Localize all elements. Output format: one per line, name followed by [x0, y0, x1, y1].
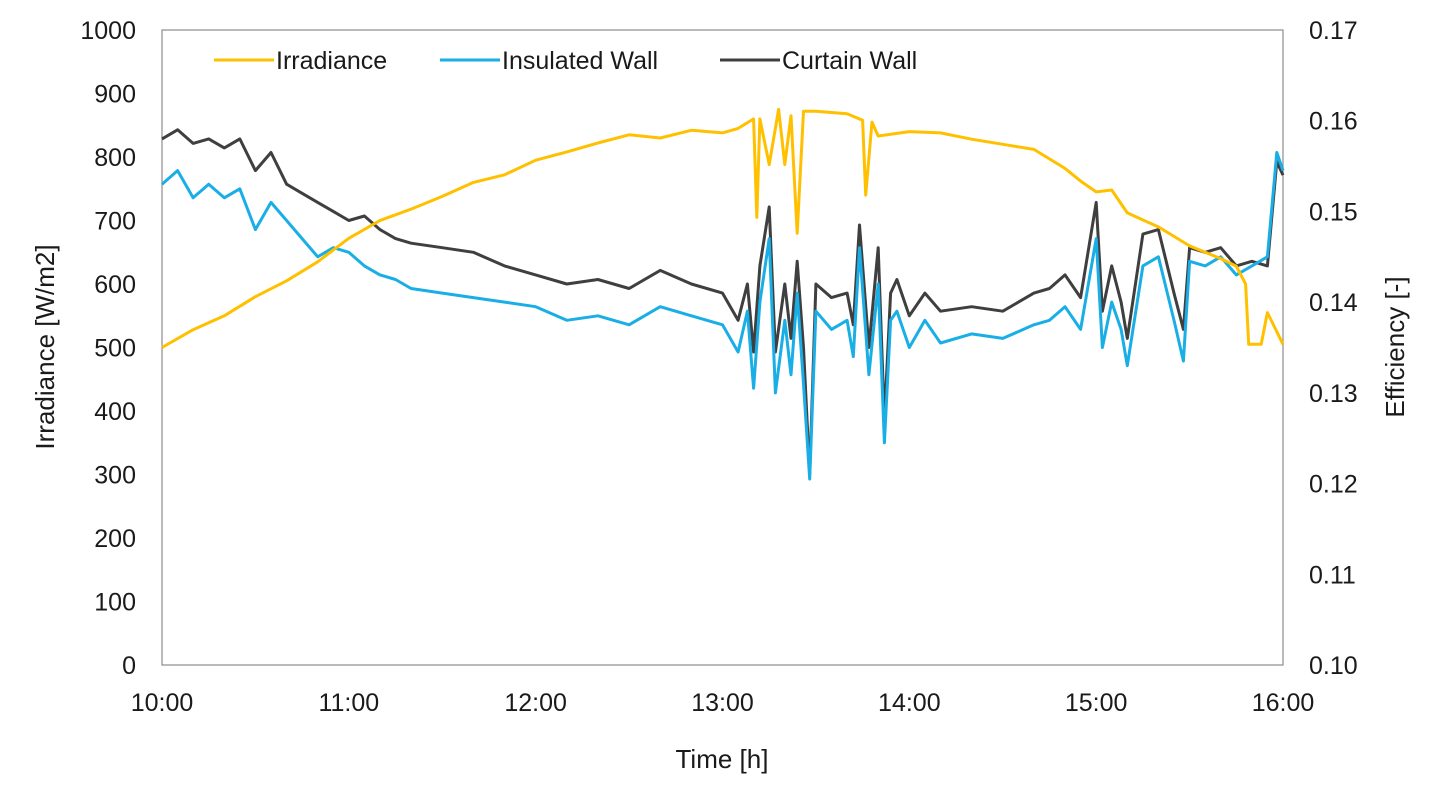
- left-tick-label: 100: [94, 589, 136, 617]
- x-tick-label: 11:00: [318, 689, 379, 717]
- left-tick-label: 600: [94, 271, 136, 299]
- right-tick-label: 0.11: [1309, 561, 1356, 589]
- right-tick-label: 0.14: [1309, 289, 1358, 317]
- left-tick-label: 700: [94, 208, 136, 236]
- left-tick-label: 900: [94, 81, 136, 109]
- right-tick-label: 0.15: [1309, 198, 1358, 226]
- right-tick-label: 0.13: [1309, 380, 1358, 408]
- left-tick-label: 300: [94, 462, 136, 490]
- right-tick-label: 0.12: [1309, 471, 1358, 499]
- x-axis-ticks: 10:00 11:00 12:00 13:00 14:00 15:00 16:00: [131, 689, 1315, 717]
- legend-label: Insulated Wall: [502, 47, 658, 75]
- legend-label: Curtain Wall: [782, 47, 917, 75]
- left-tick-label: 0: [122, 652, 136, 680]
- x-tick-label: 16:00: [1252, 689, 1315, 717]
- left-tick-label: 1000: [80, 17, 136, 45]
- x-tick-label: 10:00: [131, 689, 194, 717]
- x-axis-title: Time [h]: [676, 744, 769, 774]
- legend-label: Irradiance: [276, 47, 387, 75]
- legend: Irradiance Insulated Wall Curtain Wall: [214, 47, 917, 75]
- right-tick-label: 0.17: [1309, 17, 1358, 45]
- right-axis-title: Efficiency [-]: [1380, 276, 1410, 417]
- left-axis-title: Irradiance [W/m2]: [30, 244, 60, 449]
- left-tick-label: 800: [94, 144, 136, 172]
- series-line-insulated-wall: [161, 151, 1285, 481]
- left-tick-label: 400: [94, 398, 136, 426]
- x-tick-label: 15:00: [1065, 689, 1128, 717]
- left-axis-ticks: 0 100 200 300 400 500 600 700 800 900 1000: [80, 17, 136, 680]
- series-line-irradiance: [161, 107, 1285, 349]
- series-layer: [161, 107, 1285, 481]
- right-tick-label: 0.10: [1309, 652, 1358, 680]
- x-tick-label: 14:00: [878, 689, 941, 717]
- right-axis-ticks: 0.10 0.11 0.12 0.13 0.14 0.15 0.16 0.17: [1309, 17, 1358, 680]
- x-tick-label: 12:00: [504, 689, 567, 717]
- left-tick-label: 200: [94, 525, 136, 553]
- plot-area: [161, 29, 1284, 666]
- left-tick-label: 500: [94, 335, 136, 363]
- right-tick-label: 0.16: [1309, 108, 1358, 136]
- x-tick-label: 13:00: [691, 689, 754, 717]
